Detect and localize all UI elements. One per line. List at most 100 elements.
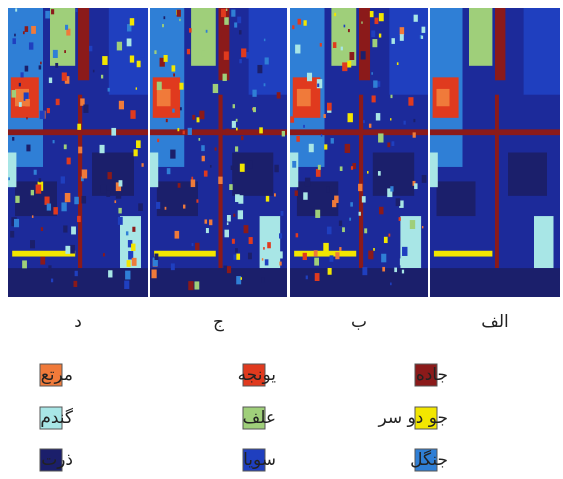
map-region [154,250,216,257]
map-region [430,152,438,188]
map-region [61,72,67,81]
map-region [44,196,50,205]
map-region [22,260,27,269]
map-region [295,44,301,54]
map-region [115,182,122,192]
map-region [295,233,299,238]
map-region [264,57,269,65]
map-region [414,183,418,190]
map-region [359,8,371,81]
map-region [290,268,428,297]
map-region [350,202,353,207]
map-region [130,110,136,119]
map-region [192,114,196,120]
map-region [369,11,374,18]
legend-swatch [39,363,63,387]
map-region [305,275,308,280]
map-region [65,245,71,254]
map-region [74,196,79,205]
map-region [534,216,554,269]
map-region [64,76,70,84]
map-region [33,169,37,175]
map-region [176,9,181,17]
map-region [139,49,145,58]
map-region [126,260,131,267]
map-region [387,142,391,148]
map-region [126,38,132,47]
map-region [191,243,194,247]
map-region [332,16,336,22]
map-region [265,195,270,202]
map-region [156,181,198,217]
map-region [302,252,307,261]
legend-label: جنگل [410,449,448,470]
map-region [51,9,55,15]
map-region [80,176,84,182]
map-region [326,226,332,235]
map-region [73,280,78,288]
map-region [179,107,182,111]
map-region [14,33,16,37]
map-region [358,211,361,216]
map-region [237,16,242,24]
map-region [133,149,138,157]
map-region [60,176,65,184]
map-region [421,26,426,33]
classification-map [430,8,560,297]
map-region [278,233,283,239]
map-region [347,113,353,123]
map-region [421,174,427,183]
classification-map [290,8,428,297]
map-region [323,242,329,253]
map-region [223,265,228,273]
map-region [24,65,29,72]
map-region [164,206,167,210]
map-region [391,38,395,44]
map-region [259,127,263,134]
map-region [402,246,408,256]
map-region [303,192,308,200]
map-region [396,62,399,66]
map-region [371,30,376,38]
map-region [390,282,392,286]
map-region [290,116,295,123]
map-region [281,130,285,137]
map-region [377,171,381,176]
legend-swatch [242,448,266,472]
map-region [261,258,264,261]
map-region [378,33,382,38]
map-region [246,51,250,59]
map-region [232,152,274,196]
map-region [334,195,339,204]
map-region [214,147,217,151]
map-region [195,242,200,251]
map-region [248,8,287,95]
map-region [31,25,36,34]
map-region [247,252,252,260]
map-region [327,267,332,275]
map-region [224,17,229,25]
map-region [191,176,194,180]
map-region [188,281,194,291]
map-region [389,8,428,95]
map-region [390,186,394,192]
map-region [89,45,93,52]
map-region [229,184,233,191]
map-region [278,251,283,259]
map-region [55,98,60,106]
map-region [166,168,171,175]
map-region [172,108,175,113]
map-region [225,8,228,11]
map-region [156,88,171,107]
map-region [136,60,141,68]
map-region [12,136,15,141]
map-region [75,8,78,12]
map-region [495,8,506,81]
map-region [30,189,34,196]
map-region [347,29,350,33]
map-region [294,190,298,196]
map-region [129,18,135,26]
map-region [154,50,157,55]
map-region [11,90,17,98]
